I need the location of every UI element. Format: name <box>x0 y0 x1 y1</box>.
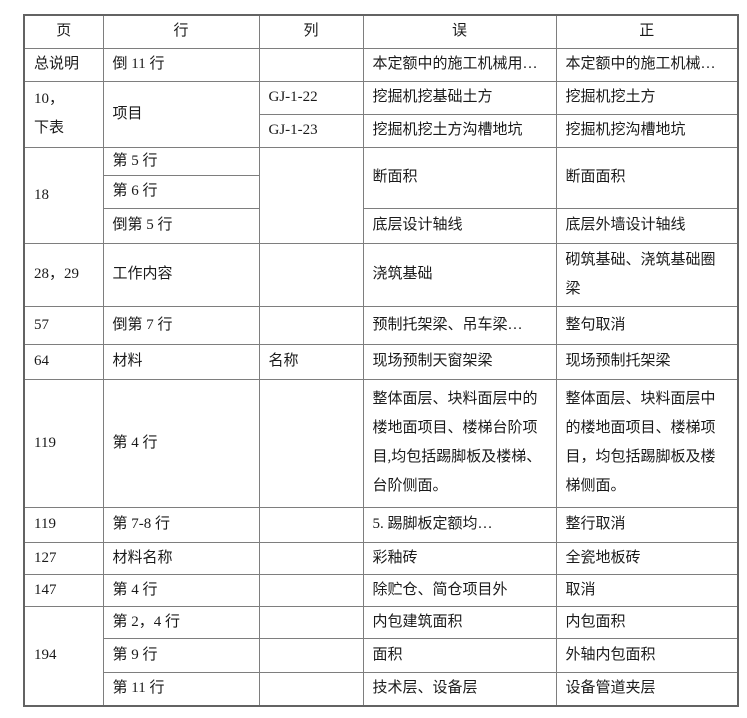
cell-wrong: 内包建筑面积 <box>362 605 557 639</box>
cell-page: 64 <box>23 343 104 380</box>
cell-column <box>258 541 364 575</box>
cell-correct: 断面面积 <box>555 146 739 209</box>
cell-page: 28，29 <box>23 242 104 307</box>
cell-correct: 挖掘机挖土方 <box>555 80 739 115</box>
table-row: 28，29 工作内容 浇筑基础 砌筑基础、浇筑基础圈梁 <box>23 242 739 307</box>
cell-line: 第 4 行 <box>102 573 260 607</box>
cell-column <box>258 671 364 707</box>
table-row: 10， 下表 项目 GJ-1-22 挖掘机挖基础土方 挖掘机挖土方 <box>23 80 739 148</box>
cell-column: GJ-1-23 <box>258 113 364 148</box>
table-row: 119 第 7-8 行 5. 踢脚板定额均… 整行取消 <box>23 506 739 543</box>
cell-correct: 砌筑基础、浇筑基础圈梁 <box>555 242 739 307</box>
cell-wrong: 现场预制天窗架梁 <box>362 343 557 380</box>
cell-correct: 设备管道夹层 <box>555 671 739 707</box>
cell-page: 119 <box>23 378 104 508</box>
cell-line: 第 9 行 <box>102 637 260 673</box>
table-row: 57 倒第 7 行 预制托架梁、吊车梁… 整句取消 <box>23 305 739 345</box>
cell-line: 项目 <box>102 80 260 148</box>
cell-wrong: 技术层、设备层 <box>362 671 557 707</box>
cell-column <box>258 605 364 639</box>
header-page: 页 <box>23 14 104 49</box>
cell-correct: 整体面层、块料面层中的楼地面项目、楼梯项目，均包括踢脚板及楼梯侧面。 <box>555 378 739 508</box>
cell-correct: 现场预制托架梁 <box>555 343 739 380</box>
cell-page: 总说明 <box>23 47 104 82</box>
table-row: 第 11 行 技术层、设备层 设备管道夹层 <box>24 671 739 707</box>
cell-correct: 外轴内包面积 <box>555 637 739 673</box>
cell-page: 127 <box>23 541 104 575</box>
table-row: 倒第 5 行 底层设计轴线 底层外墙设计轴线 <box>24 207 739 244</box>
table-row: 第 6 行 <box>24 174 738 209</box>
cell-correct: 全瓷地板砖 <box>555 541 739 575</box>
cell-line: 工作内容 <box>102 242 260 307</box>
table-header-row: 页 行 列 误 正 <box>23 14 739 49</box>
cell-line: 倒第 7 行 <box>102 305 260 345</box>
cell-wrong: 本定额中的施工机械用… <box>362 47 557 82</box>
cell-correct: 挖掘机挖沟槽地坑 <box>555 113 739 148</box>
cell-wrong: 挖掘机挖基础土方 <box>362 80 557 115</box>
table-row: 总说明 倒 11 行 本定额中的施工机械用… 本定额中的施工机械… <box>23 47 739 82</box>
cell-wrong: 底层设计轴线 <box>362 207 557 244</box>
header-wrong: 误 <box>362 14 557 49</box>
cell-column <box>258 47 364 82</box>
cell-column <box>258 305 364 345</box>
cell-page: 10， 下表 <box>23 80 104 148</box>
errata-table: 页 行 列 误 正 总说明 倒 11 行 本定额中的施工机械用… 本定额中的施工… <box>23 14 739 707</box>
cell-wrong: 彩釉砖 <box>362 541 557 575</box>
table-row: 147 第 4 行 除贮仓、简仓项目外 取消 <box>23 573 739 607</box>
cell-page: 57 <box>23 305 104 345</box>
cell-wrong: 浇筑基础 <box>362 242 557 307</box>
cell-wrong: 面积 <box>362 637 557 673</box>
cell-column: GJ-1-22 <box>258 80 364 115</box>
cell-line: 第 7-8 行 <box>102 506 260 543</box>
table-row: GJ-1-23 挖掘机挖土方沟槽地坑 挖掘机挖沟槽地坑 <box>24 113 739 148</box>
cell-wrong: 5. 踢脚板定额均… <box>362 506 557 543</box>
cell-line: 第 5 行 <box>102 146 260 176</box>
cell-column <box>258 573 364 607</box>
cell-page: 119 <box>23 506 104 543</box>
cell-correct: 本定额中的施工机械… <box>555 47 739 82</box>
cell-correct: 内包面积 <box>555 605 739 639</box>
table-row: 64 材料 名称 现场预制天窗架梁 现场预制托架梁 <box>23 343 739 380</box>
cell-wrong: 挖掘机挖土方沟槽地坑 <box>362 113 557 148</box>
cell-column <box>258 242 364 307</box>
cell-line: 材料 <box>102 343 260 380</box>
cell-line: 第 2，4 行 <box>102 605 260 639</box>
table-row: 127 材料名称 彩釉砖 全瓷地板砖 <box>23 541 739 575</box>
cell-wrong: 除贮仓、简仓项目外 <box>362 573 557 607</box>
cell-line: 倒第 5 行 <box>102 207 260 244</box>
header-line: 行 <box>102 14 260 49</box>
cell-line: 倒 11 行 <box>102 47 260 82</box>
cell-column <box>258 378 364 508</box>
cell-line: 第 4 行 <box>102 378 260 508</box>
cell-correct: 整行取消 <box>555 506 739 543</box>
cell-wrong: 整体面层、块料面层中的楼地面项目、楼梯台阶项目,均包括踢脚板及楼梯、台阶侧面。 <box>362 378 557 508</box>
cell-correct: 整句取消 <box>555 305 739 345</box>
cell-correct: 底层外墙设计轴线 <box>555 207 739 244</box>
cell-line: 第 11 行 <box>102 671 260 707</box>
cell-page: 194 <box>23 605 104 707</box>
cell-line: 材料名称 <box>102 541 260 575</box>
cell-column <box>258 637 364 673</box>
cell-wrong: 预制托架梁、吊车梁… <box>362 305 557 345</box>
cell-column: 名称 <box>258 343 364 380</box>
cell-wrong: 断面积 <box>362 146 557 209</box>
cell-column <box>258 146 364 244</box>
table-row: 第 9 行 面积 外轴内包面积 <box>24 637 739 673</box>
header-column: 列 <box>258 14 364 49</box>
cell-line: 第 6 行 <box>102 174 260 209</box>
cell-correct: 取消 <box>555 573 739 607</box>
cell-page: 18 <box>23 146 104 244</box>
cell-page: 147 <box>23 573 104 607</box>
table-row: 194 第 2，4 行 内包建筑面积 内包面积 <box>23 605 739 707</box>
cell-column <box>258 506 364 543</box>
header-correct: 正 <box>555 14 739 49</box>
table-row: 119 第 4 行 整体面层、块料面层中的楼地面项目、楼梯台阶项目,均包括踢脚板… <box>23 378 739 508</box>
table-row: 18 第 5 行 断面积 断面面积 <box>23 146 739 244</box>
